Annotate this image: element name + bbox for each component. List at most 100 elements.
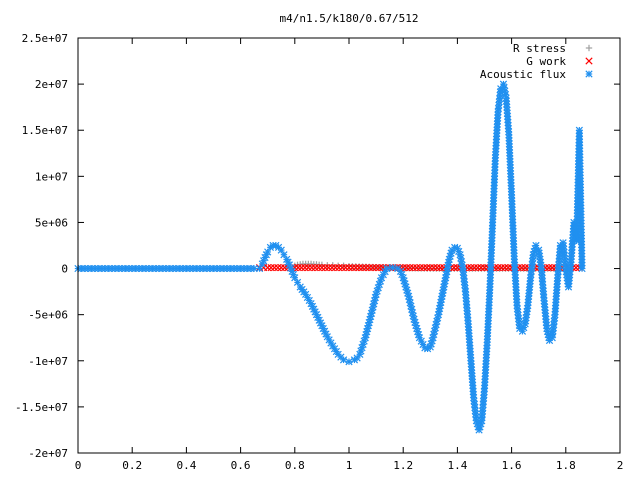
data-point-interp bbox=[348, 264, 357, 272]
plot-frame bbox=[77, 37, 621, 454]
data-point-interp bbox=[433, 264, 441, 272]
data-point-interp bbox=[430, 264, 438, 272]
data-point bbox=[339, 356, 348, 364]
data-point-interp bbox=[409, 264, 417, 272]
series-acoustic-flux bbox=[74, 80, 586, 434]
data-point-interp bbox=[355, 264, 363, 272]
data-point bbox=[250, 264, 258, 273]
data-point bbox=[223, 264, 231, 273]
x-tick-label: 0.6 bbox=[231, 459, 251, 472]
legend-label: G work bbox=[526, 55, 566, 68]
x-tick-label: 0.8 bbox=[285, 459, 305, 472]
x-tick-label: 1.6 bbox=[502, 459, 522, 472]
data-point bbox=[331, 264, 340, 272]
data-point bbox=[467, 264, 475, 272]
data-point bbox=[209, 264, 218, 273]
x-tick-label: 1.4 bbox=[447, 459, 467, 472]
data-point-interp bbox=[301, 264, 309, 272]
data-point-interp bbox=[365, 264, 373, 272]
data-point-interp bbox=[152, 264, 160, 273]
data-point-interp bbox=[477, 264, 485, 272]
data-point bbox=[264, 264, 272, 272]
x-tick-label: 0 bbox=[75, 459, 82, 472]
y-tick-label: 5e+06 bbox=[35, 216, 68, 229]
data-point-interp bbox=[270, 264, 279, 272]
data-point bbox=[372, 264, 380, 272]
x-tick-label: 2 bbox=[617, 459, 624, 472]
data-point-interp bbox=[419, 264, 428, 272]
data-point-interp bbox=[321, 264, 329, 272]
data-point-interp bbox=[416, 264, 424, 272]
data-point-interp bbox=[362, 264, 370, 272]
x-tick-label: 0.4 bbox=[176, 459, 196, 472]
data-point bbox=[494, 264, 502, 272]
data-point bbox=[480, 264, 489, 272]
legend-marker bbox=[585, 44, 593, 52]
data-point-interp bbox=[274, 264, 282, 272]
data-points bbox=[74, 80, 586, 434]
data-point-interp bbox=[436, 264, 445, 272]
data-point-interp bbox=[308, 264, 316, 272]
y-tick-label: 1.5e+07 bbox=[22, 124, 68, 137]
data-point bbox=[578, 264, 586, 273]
data-point bbox=[277, 264, 285, 272]
data-point bbox=[128, 264, 136, 273]
data-point bbox=[548, 264, 556, 272]
data-point-interp bbox=[91, 264, 99, 273]
data-point bbox=[87, 264, 96, 273]
data-point-interp bbox=[335, 264, 343, 272]
data-point-interp bbox=[314, 264, 323, 272]
data-point bbox=[304, 264, 312, 272]
data-point-interp bbox=[341, 264, 350, 272]
data-point-interp bbox=[474, 264, 482, 272]
axis-ticks: 0 0.2 0.4 0.6 0.8 1 1.2 1.4 1.6 1.8 2 2.5e+07 2e+07 1… bbox=[15, 32, 623, 472]
data-point-interp bbox=[233, 264, 241, 273]
data-point-interp bbox=[186, 264, 194, 273]
data-point bbox=[358, 264, 367, 272]
data-point-interp bbox=[406, 264, 414, 272]
data-point-interp bbox=[402, 264, 411, 272]
data-point bbox=[318, 264, 326, 272]
data-point-interp bbox=[267, 264, 275, 272]
data-point-interp bbox=[497, 264, 506, 272]
data-point-interp bbox=[294, 264, 302, 272]
data-point-interp bbox=[423, 264, 431, 272]
y-tick-label: 2e+07 bbox=[35, 78, 68, 91]
data-point-interp bbox=[375, 264, 384, 272]
data-point-interp bbox=[328, 264, 336, 272]
y-tick-label: -1.5e+07 bbox=[15, 401, 68, 414]
y-tick-label: -5e+06 bbox=[28, 309, 68, 322]
data-point bbox=[345, 264, 353, 272]
data-point bbox=[521, 264, 529, 272]
data-point-interp bbox=[125, 264, 133, 273]
y-tick-label: -2e+07 bbox=[28, 447, 68, 460]
data-point-interp bbox=[118, 264, 126, 273]
data-point-interp bbox=[206, 264, 214, 273]
y-tick-label: 2.5e+07 bbox=[22, 32, 68, 45]
data-point-interp bbox=[470, 264, 478, 272]
data-point-interp bbox=[325, 264, 333, 272]
data-point bbox=[155, 264, 163, 273]
data-point bbox=[426, 264, 434, 272]
data-point-interp bbox=[518, 264, 526, 272]
legend-marker bbox=[585, 70, 593, 78]
legend-label: Acoustic flux bbox=[480, 68, 566, 81]
data-point-interp bbox=[243, 264, 251, 273]
legend-marker bbox=[585, 57, 593, 65]
data-point-interp bbox=[297, 264, 306, 272]
data-point bbox=[182, 264, 191, 273]
data-point-interp bbox=[369, 264, 377, 272]
data-point-interp bbox=[311, 264, 319, 272]
data-point-interp bbox=[545, 264, 553, 272]
x-tick-label: 1.8 bbox=[556, 459, 576, 472]
chart-title: m4/n1.5/k180/0.67/512 bbox=[279, 12, 418, 25]
data-point-interp bbox=[145, 264, 153, 273]
y-tick-label: 1e+07 bbox=[35, 170, 68, 183]
legend-label: R stress bbox=[513, 42, 566, 55]
data-point-interp bbox=[352, 264, 360, 272]
data-point bbox=[345, 358, 353, 366]
x-tick-label: 0.2 bbox=[122, 459, 142, 472]
data-point bbox=[413, 264, 421, 272]
